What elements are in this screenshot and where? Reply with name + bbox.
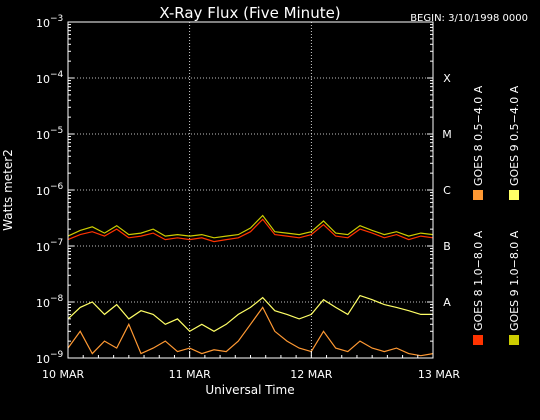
series-line-0: [67, 218, 434, 243]
legend-swatch-1: [473, 190, 483, 200]
x-tick-label-3: 13 MAR: [418, 368, 461, 381]
legend: GOES 8 1.0−8.0 A GOES 8 0.5−4.0 A GOES 9 1…: [472, 85, 521, 345]
legend-label-3: GOES 9 0.5−4.0 A: [508, 85, 521, 186]
begin-date-label: BEGIN: 3/10/1998 0000: [410, 13, 528, 24]
legend-label-1: GOES 8 0.5−4.0 A: [472, 85, 485, 186]
flare-class-c: C: [443, 184, 451, 197]
series-line-2: [67, 214, 434, 239]
x-tick-label-1: 11 MAR: [169, 368, 212, 381]
legend-swatch-2: [509, 335, 519, 345]
y-tick-exponent-3: −6: [50, 182, 64, 192]
x-axis-label: Universal Time: [205, 383, 294, 397]
flare-class-x: X: [443, 72, 451, 85]
series-line-1: [67, 306, 434, 357]
y-tick-exponent-2: −5: [50, 126, 63, 136]
x-axis-ticks: 10 MAR 11 MAR 12 MAR 13 MAR: [42, 351, 460, 381]
flare-class-b: B: [443, 240, 451, 253]
y-tick-exponent-1: −4: [50, 70, 64, 80]
y-tick-exponent-5: −8: [50, 294, 64, 304]
flare-class-labels: X M C B A: [442, 72, 452, 309]
legend-label-0: GOES 8 1.0−8.0 A: [472, 230, 485, 331]
grid-lines: [68, 22, 433, 358]
series-line-3: [67, 294, 433, 333]
y-tick-exponent-0: −3: [50, 14, 63, 24]
y-axis-label: Watts meter2: [1, 149, 15, 231]
flare-class-a: A: [443, 296, 451, 309]
chart-title: X-Ray Flux (Five Minute): [159, 4, 340, 22]
legend-label-2: GOES 9 1.0−8.0 A: [508, 230, 521, 331]
x-tick-label-0: 10 MAR: [42, 368, 85, 381]
legend-swatch-0: [473, 335, 483, 345]
y-tick-exponent-6: −9: [50, 350, 64, 360]
y-tick-exponent-4: −7: [50, 238, 63, 248]
legend-swatch-3: [509, 190, 519, 200]
series-layer: [67, 214, 434, 357]
x-tick-label-2: 12 MAR: [290, 368, 333, 381]
flare-class-m: M: [442, 128, 452, 141]
